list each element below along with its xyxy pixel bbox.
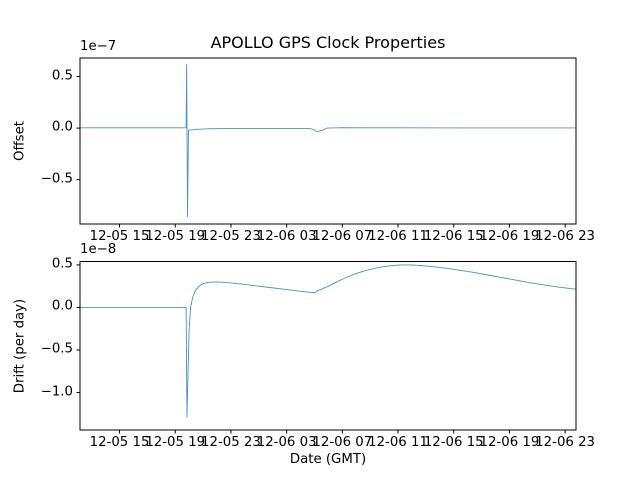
x-tick-label: 12-06 23 (535, 435, 596, 450)
x-tick-label: 12-05 23 (201, 435, 261, 450)
x-tick-label: 12-06 19 (479, 229, 540, 244)
offset-scale-factor-top: 1e−7 (80, 39, 117, 54)
drift-line (80, 264, 576, 418)
x-tick-label: 12-06 07 (312, 229, 373, 244)
x-tick-label: 12-05 19 (145, 229, 206, 244)
offset-scale-factor-bottom: 1e−8 (80, 242, 117, 257)
offset-line (80, 63, 576, 218)
x-tick-label: 12-06 15 (423, 435, 484, 450)
y-axis-label-drift: Drift (per day) (12, 298, 28, 394)
y-tick-label: −1.0 (40, 384, 73, 400)
y-tick-label: −0.5 (40, 171, 73, 187)
x-tick-label: 12-06 11 (368, 229, 428, 244)
plot-frame-0 (79, 57, 577, 225)
y-tick-label: 0.5 (51, 256, 73, 272)
x-tick-label: 12-06 03 (256, 435, 317, 450)
y-tick-label: 0.0 (51, 119, 73, 135)
y-tick-label: 0.0 (51, 299, 73, 315)
x-tick-label: 12-05 15 (89, 435, 150, 450)
y-axis-label-offset: Offset (12, 121, 28, 161)
plot-frame-1 (79, 261, 577, 431)
x-tick-label: 12-06 23 (535, 229, 596, 244)
x-tick-label: 12-06 19 (479, 435, 540, 450)
x-tick-label: 12-06 07 (312, 435, 373, 450)
x-tick-label: 12-06 03 (256, 229, 317, 244)
x-tick-label: 12-05 23 (201, 229, 261, 244)
x-tick-label: 12-05 19 (145, 435, 206, 450)
x-tick-label: 12-06 15 (423, 229, 484, 244)
y-tick-label: 0.5 (51, 68, 73, 84)
x-tick-label: 12-05 15 (89, 229, 150, 244)
figure-title: APOLLO GPS Clock Properties (210, 33, 446, 52)
x-tick-label: 12-06 11 (368, 435, 428, 450)
y-tick-label: −0.5 (40, 341, 73, 357)
x-axis-label-date: Date (GMT) (289, 452, 367, 467)
